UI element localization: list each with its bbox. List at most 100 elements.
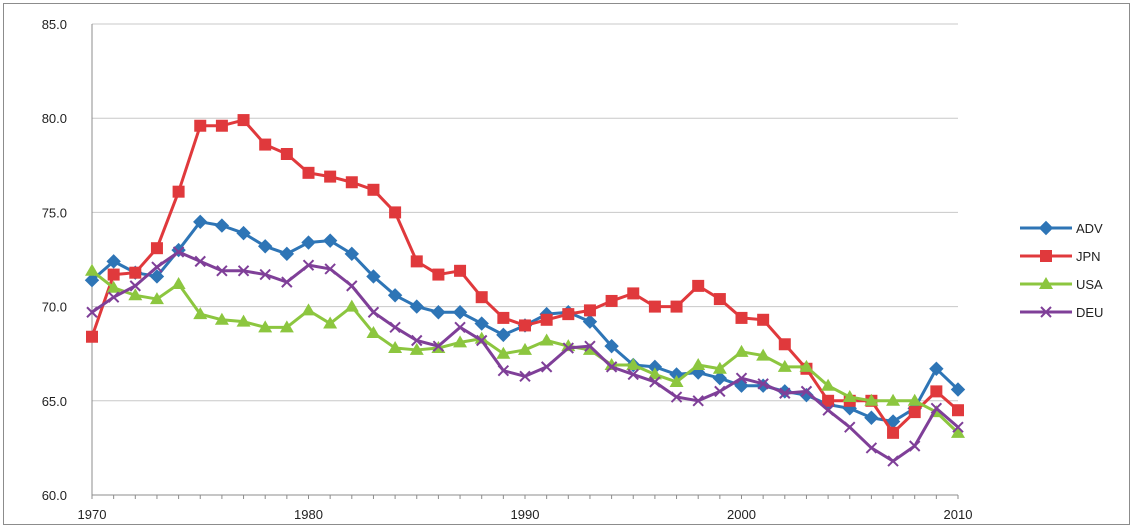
data-point-usa [128, 288, 143, 301]
data-point-adv [279, 246, 295, 262]
data-point-jpn [519, 319, 531, 332]
data-point-usa [582, 342, 597, 355]
data-point-adv [409, 299, 424, 314]
data-point-jpn [454, 264, 467, 277]
data-point-jpn [432, 268, 445, 281]
data-point-usa [344, 299, 359, 312]
data-point-deu [844, 421, 856, 433]
data-point-usa [756, 348, 771, 361]
data-point-jpn [540, 313, 553, 326]
data-point-jpn [735, 311, 748, 324]
legend-item-adv: ADV [1020, 220, 1103, 236]
data-point-deu [367, 306, 380, 318]
data-point-adv [452, 305, 468, 320]
data-point-jpn [324, 170, 337, 183]
y-tick-label: 60.0 [42, 488, 67, 503]
data-point-adv [149, 269, 165, 284]
data-point-jpn [713, 293, 726, 306]
legend-label: ADV [1076, 221, 1103, 236]
data-point-usa [821, 378, 836, 391]
data-point-usa [388, 341, 403, 354]
data-point-deu [346, 280, 358, 292]
data-point-jpn [129, 266, 142, 279]
data-point-adv [929, 361, 944, 376]
data-point-jpn [86, 330, 98, 343]
data-point-deu [259, 268, 271, 281]
data-point-usa [236, 314, 251, 327]
data-point-adv [712, 370, 728, 386]
data-point-deu [822, 404, 834, 416]
data-point-usa [214, 312, 229, 325]
data-point-deu [627, 368, 639, 381]
data-point-usa [85, 263, 99, 276]
chart-frame [3, 3, 1130, 525]
data-point-usa [842, 390, 857, 403]
legend-marker [1039, 277, 1053, 289]
legend-label: USA [1076, 277, 1103, 292]
data-point-jpn [150, 242, 163, 255]
data-point-deu [584, 340, 596, 352]
data-point-deu [324, 263, 336, 275]
data-point-deu [735, 372, 748, 384]
legend-item-jpn: JPN [1020, 249, 1101, 264]
data-point-deu [194, 255, 206, 268]
data-point-jpn [822, 394, 835, 407]
data-point-deu [107, 291, 120, 303]
data-point-deu [714, 385, 726, 398]
data-point-deu [865, 442, 878, 454]
legend-marker [1040, 306, 1052, 318]
data-point-adv [864, 410, 879, 425]
data-point-deu [779, 387, 791, 399]
data-point-adv [387, 288, 403, 303]
y-tick-label: 65.0 [42, 394, 67, 409]
data-point-deu [649, 376, 661, 388]
data-point-jpn [410, 255, 423, 268]
data-point-usa [106, 280, 121, 293]
data-point-usa [193, 307, 208, 320]
data-point-adv [604, 338, 619, 354]
data-point-usa [149, 292, 164, 305]
data-point-jpn [583, 304, 596, 317]
data-point-adv [193, 214, 208, 230]
data-point-usa [951, 425, 965, 438]
data-point-deu [908, 440, 921, 452]
data-point-deu [497, 364, 510, 377]
data-point-jpn [194, 119, 207, 132]
data-point-deu [670, 391, 683, 403]
data-point-usa [171, 276, 186, 289]
data-point-jpn [648, 300, 661, 313]
data-point-adv [106, 254, 121, 269]
series-deu [86, 246, 964, 467]
data-point-deu [151, 261, 163, 273]
data-point-deu [952, 421, 964, 433]
x-tick-label: 2010 [944, 507, 973, 522]
data-point-adv [344, 246, 360, 262]
legend-item-usa: USA [1020, 277, 1103, 292]
data-point-jpn [215, 119, 228, 132]
data-point-adv [322, 233, 338, 248]
data-point-usa [777, 359, 792, 372]
data-point-jpn [497, 311, 510, 324]
data-point-deu [86, 306, 98, 318]
data-point-jpn [475, 291, 488, 304]
data-point-adv [236, 225, 251, 241]
data-point-jpn [778, 338, 791, 351]
data-point-deu [454, 321, 466, 334]
x-tick-label: 1990 [511, 507, 540, 522]
data-point-usa [279, 320, 294, 333]
x-tick-label: 1980 [294, 507, 323, 522]
data-point-usa [886, 393, 901, 406]
y-axis: 60.0 65.0 70.0 75.0 80.0 85.0 [42, 17, 93, 503]
legend-label: DEU [1076, 305, 1103, 320]
data-point-usa [691, 358, 706, 371]
data-point-adv [84, 273, 100, 288]
data-point-jpn [757, 313, 770, 326]
data-point-deu [519, 370, 531, 383]
data-point-jpn [908, 406, 921, 419]
data-point-deu [930, 402, 943, 415]
data-point-adv [431, 305, 446, 320]
data-point-usa [669, 374, 684, 387]
data-point-deu [237, 265, 250, 277]
data-point-deu [540, 361, 553, 373]
